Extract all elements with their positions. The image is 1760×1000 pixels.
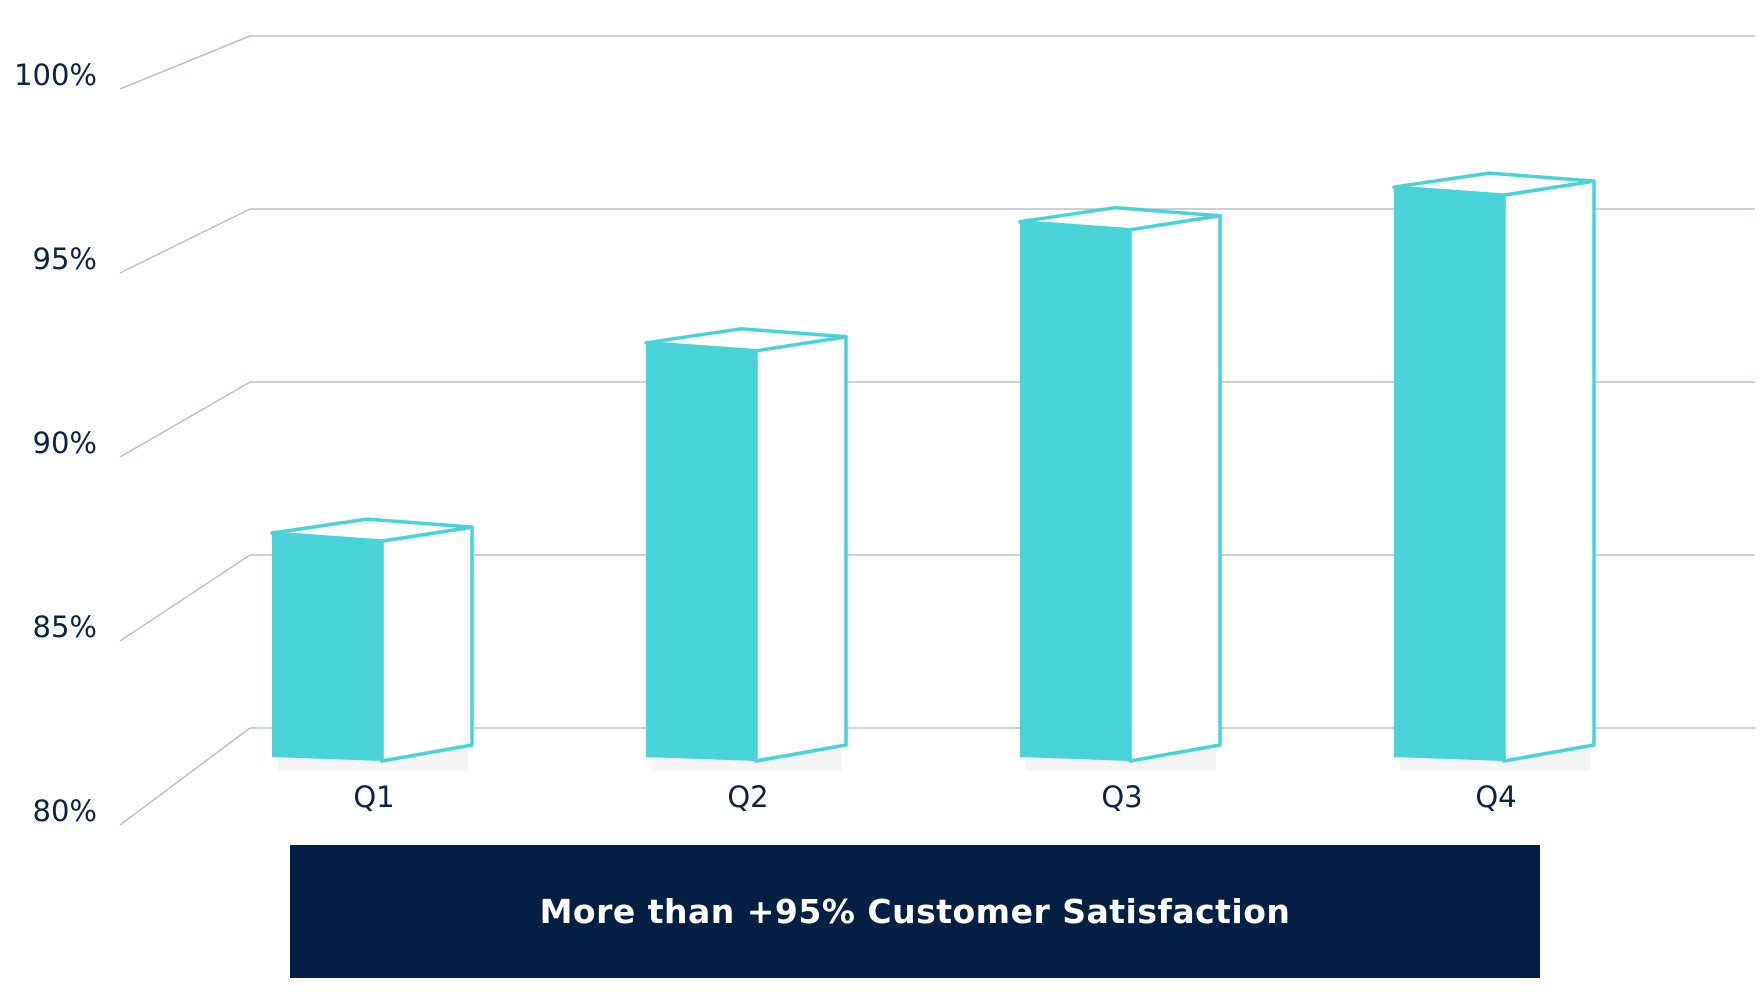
y-tick-label: 90% <box>33 426 97 460</box>
bar-side-face <box>380 525 474 763</box>
y-axis-ticks: 80% 85% 90% 95% 100% <box>14 58 97 828</box>
bar-q1 <box>270 517 474 771</box>
y-tick-label: 80% <box>33 794 97 828</box>
summary-banner: More than +95% Customer Satisfaction <box>290 845 1540 978</box>
bar-side-face <box>1128 213 1222 763</box>
gridline-diagonal <box>119 208 251 274</box>
bar-top-face <box>1018 205 1222 232</box>
bar-side-face <box>754 335 848 763</box>
gridline-diagonal <box>119 554 251 642</box>
bar-top-face <box>270 517 474 543</box>
bar-top-face <box>644 327 848 353</box>
x-category-label: Q4 <box>1475 780 1516 814</box>
bar-q3 <box>1018 205 1222 771</box>
bar-q2 <box>644 327 848 771</box>
bar-front-face <box>272 533 382 761</box>
bars-layer <box>270 171 1596 772</box>
bar-q4 <box>1392 171 1596 772</box>
y-tick-label: 85% <box>33 610 97 644</box>
x-category-label: Q2 <box>727 780 768 814</box>
gridline-diagonal <box>119 35 251 90</box>
grid-layer <box>119 35 1755 826</box>
x-category-label: Q3 <box>1101 780 1142 814</box>
banner-text: More than +95% Customer Satisfaction <box>539 892 1291 931</box>
bar-front-face <box>1394 187 1504 762</box>
gridline-diagonal <box>119 727 251 826</box>
bar-front-face <box>646 342 756 761</box>
bar-side-face <box>1502 179 1596 763</box>
y-tick-label: 100% <box>14 58 97 92</box>
bar-front-face <box>1020 221 1130 761</box>
bar-top-face <box>1392 171 1596 197</box>
y-tick-label: 95% <box>33 242 97 276</box>
x-category-label: Q1 <box>353 780 394 814</box>
gridline-diagonal <box>119 381 251 458</box>
x-axis-categories: Q1 Q2 Q3 Q4 <box>353 780 1516 814</box>
